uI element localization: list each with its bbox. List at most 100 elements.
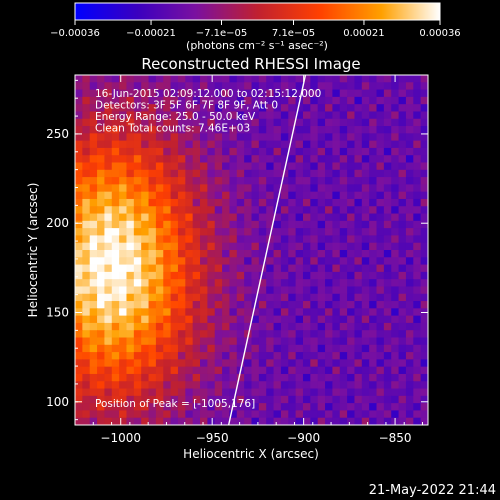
- heatmap-cell: [148, 104, 157, 113]
- heatmap-cell: [258, 213, 267, 222]
- heatmap-cell: [347, 301, 356, 309]
- heatmap-cell: [273, 162, 282, 171]
- heatmap-cell: [236, 352, 245, 360]
- heatmap-cell: [325, 118, 333, 127]
- heatmap-cell: [339, 169, 348, 178]
- heatmap-cell: [339, 315, 348, 324]
- heatmap-cell: [383, 235, 392, 244]
- heatmap-cell: [155, 337, 164, 346]
- heatmap-cell: [369, 322, 378, 331]
- heatmap-cell: [229, 162, 238, 171]
- heatmap-cell: [148, 315, 157, 324]
- heatmap-cell: [266, 410, 275, 419]
- heatmap-cell: [148, 293, 157, 302]
- heatmap-cell: [222, 250, 231, 258]
- heatmap-cell: [369, 344, 378, 353]
- heatmap-cell: [251, 191, 260, 200]
- heatmap-cell: [200, 352, 208, 360]
- heatmap-cell: [170, 89, 179, 98]
- heatmap-cell: [310, 126, 319, 134]
- heatmap-cell: [141, 242, 150, 251]
- heatmap-cell: [302, 373, 311, 382]
- heatmap-cell: [420, 330, 428, 339]
- heatmap-cell: [207, 111, 216, 120]
- heatmap-cell: [405, 220, 414, 229]
- heatmap-cell: [325, 271, 333, 280]
- heatmap-cell: [170, 104, 179, 113]
- heatmap-cell: [295, 344, 304, 353]
- heatmap-cell: [104, 220, 113, 229]
- heatmap-cell: [111, 242, 120, 251]
- heatmap-cell: [148, 228, 157, 237]
- heatmap-cell: [214, 352, 223, 360]
- heatmap-cell: [148, 395, 157, 404]
- heatmap-cell: [170, 191, 179, 200]
- heatmap-cell: [244, 322, 253, 331]
- heatmap-cell: [376, 322, 385, 331]
- heatmap-cell: [413, 257, 422, 266]
- heatmap-cell: [332, 330, 341, 339]
- heatmap-cell: [266, 169, 275, 178]
- heatmap-cell: [229, 213, 238, 222]
- heatmap-cell: [280, 330, 289, 339]
- heatmap-cell: [244, 213, 253, 222]
- heatmap-cell: [207, 337, 216, 346]
- heatmap-cell: [119, 82, 128, 91]
- heatmap-cell: [192, 337, 201, 346]
- heatmap-cell: [325, 257, 333, 266]
- heatmap-cell: [398, 322, 407, 331]
- heatmap-cell: [170, 381, 179, 390]
- heatmap-cell: [266, 235, 275, 244]
- heatmap-cell: [192, 198, 201, 207]
- heatmap-cell: [170, 352, 179, 360]
- heatmap-cell: [251, 111, 260, 120]
- heatmap-cell: [405, 206, 414, 215]
- heatmap-cell: [288, 147, 297, 156]
- heatmap-cell: [251, 162, 260, 171]
- heatmap-cell: [339, 344, 348, 353]
- heatmap-cell: [325, 235, 333, 244]
- heatmap-cell: [222, 89, 231, 98]
- heatmap-cell: [207, 177, 216, 185]
- heatmap-cell: [155, 352, 164, 360]
- heatmap-cell: [258, 228, 267, 237]
- heatmap-cell: [369, 104, 378, 113]
- heatmap-cell: [119, 228, 128, 237]
- heatmap-cell: [266, 155, 275, 164]
- heatmap-cell: [200, 198, 208, 207]
- heatmap-cell: [89, 410, 98, 419]
- heatmap-cell: [273, 366, 282, 375]
- heatmap-cell: [126, 250, 135, 258]
- heatmap-cell: [295, 301, 304, 309]
- heatmap-cell: [214, 417, 223, 425]
- heatmap-cell: [192, 315, 201, 324]
- heatmap-cell: [126, 330, 135, 339]
- heatmap-cell: [170, 250, 179, 258]
- heatmap-cell: [361, 169, 370, 178]
- heatmap-cell: [295, 279, 304, 288]
- heatmap-cell: [280, 264, 289, 273]
- heatmap-cell: [391, 366, 400, 375]
- heatmap-cell: [295, 169, 304, 178]
- heatmap-cell: [155, 235, 164, 244]
- heatmap-cell: [75, 133, 83, 142]
- heatmap-cell: [288, 410, 297, 419]
- heatmap-cell: [207, 220, 216, 229]
- heatmap-cell: [369, 155, 378, 164]
- heatmap-cell: [295, 250, 304, 258]
- heatmap-cell: [317, 366, 326, 375]
- heatmap-cell: [310, 96, 319, 105]
- heatmap-cell: [361, 395, 370, 404]
- heatmap-cell: [347, 279, 356, 288]
- heatmap-cell: [251, 118, 260, 127]
- heatmap-cell: [325, 213, 333, 222]
- heatmap-cell: [332, 279, 341, 288]
- heatmap-cell: [133, 315, 142, 324]
- heatmap-cell: [413, 395, 422, 404]
- heatmap-cell: [361, 417, 370, 425]
- heatmap-cell: [200, 417, 208, 425]
- heatmap-cell: [244, 89, 253, 98]
- heatmap-cell: [251, 308, 260, 317]
- heatmap-cell: [200, 410, 208, 419]
- heatmap-cell: [192, 403, 201, 412]
